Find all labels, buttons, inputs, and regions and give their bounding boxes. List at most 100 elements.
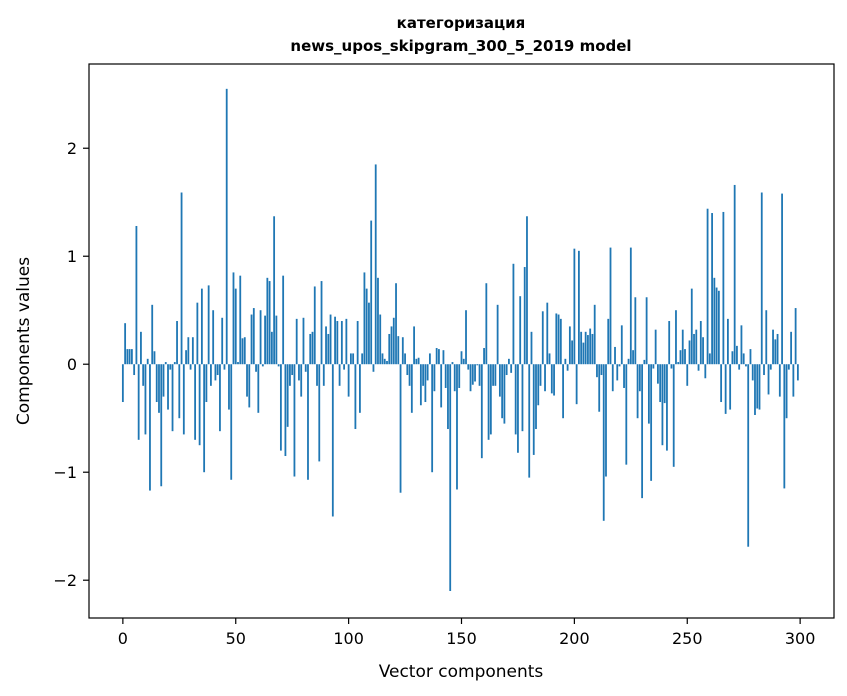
bar: [128, 349, 131, 365]
bar: [638, 364, 641, 392]
bar: [316, 364, 318, 386]
bar: [392, 317, 395, 365]
bar: [444, 364, 447, 388]
bar: [663, 364, 666, 404]
bar: [713, 277, 716, 365]
bar: [264, 315, 266, 365]
bar: [252, 308, 255, 365]
bar: [749, 349, 752, 365]
bar: [440, 364, 443, 408]
bar: [180, 192, 183, 365]
bar: [541, 311, 544, 365]
bar: [623, 364, 625, 388]
bar: [480, 364, 483, 459]
bar: [571, 340, 574, 365]
bar: [291, 364, 294, 376]
bar: [758, 364, 761, 410]
bar: [320, 281, 323, 365]
bar: [772, 329, 774, 365]
bar: [169, 364, 172, 370]
bar: [239, 275, 242, 365]
bar: [124, 323, 127, 365]
bar: [672, 364, 675, 467]
bar: [738, 364, 741, 370]
plot-area-frame: [88, 63, 835, 619]
bar: [769, 364, 772, 370]
bar: [365, 288, 368, 365]
bar: [200, 288, 203, 365]
bar: [778, 364, 781, 397]
bar: [760, 192, 763, 365]
bar: [754, 364, 756, 415]
bar: [433, 364, 436, 392]
bar: [185, 350, 187, 365]
bar: [356, 321, 359, 365]
bar: [352, 353, 355, 365]
x-tick-label: 150: [446, 629, 477, 648]
y-tick-label: 1: [67, 247, 77, 266]
bar: [647, 364, 650, 424]
bar: [528, 364, 531, 478]
bar: [374, 164, 377, 365]
bar: [322, 364, 325, 386]
bar: [293, 364, 296, 477]
bar: [535, 364, 537, 430]
bar: [388, 333, 391, 365]
bar: [774, 339, 777, 365]
bar: [325, 326, 327, 365]
bar: [726, 318, 729, 365]
bar: [171, 364, 174, 432]
bar: [395, 283, 397, 365]
bar: [684, 349, 686, 365]
bar: [304, 364, 307, 372]
bar: [474, 364, 476, 382]
bar: [681, 329, 684, 365]
bar: [555, 313, 558, 365]
bar: [614, 346, 616, 365]
y-tick-label: −1: [53, 463, 77, 482]
bar: [704, 364, 707, 379]
bar: [228, 364, 230, 410]
bar: [340, 321, 343, 365]
bar: [783, 364, 786, 489]
bar: [670, 364, 673, 369]
bar: [695, 329, 698, 365]
bar: [397, 336, 400, 365]
bar: [611, 364, 614, 392]
bar: [313, 286, 316, 365]
bar: [286, 364, 289, 427]
bar: [160, 364, 163, 487]
bar: [720, 364, 723, 403]
bar: [616, 364, 619, 381]
bar: [568, 326, 571, 365]
bar: [336, 321, 339, 365]
bar: [289, 364, 291, 386]
bar: [146, 358, 149, 365]
bar: [699, 321, 702, 365]
bar: [690, 288, 693, 365]
bar: [237, 362, 239, 365]
bar: [553, 364, 555, 396]
bar: [438, 349, 440, 365]
bar: [462, 358, 465, 365]
bar: [629, 247, 632, 365]
bar: [381, 353, 384, 365]
bar: [740, 325, 743, 365]
bar: [219, 364, 221, 432]
bar: [205, 364, 208, 403]
bar: [596, 364, 598, 378]
bar: [349, 353, 352, 365]
bar: [600, 364, 603, 376]
bar: [745, 364, 747, 367]
chart-title-line2: news_upos_skipgram_300_5_2019 model: [290, 37, 631, 55]
bar: [246, 364, 248, 397]
bar: [796, 364, 799, 381]
bar: [566, 364, 569, 371]
bar: [329, 314, 332, 365]
bar: [302, 317, 305, 365]
bar: [210, 364, 212, 386]
bar: [510, 364, 513, 373]
bar: [442, 350, 445, 365]
bar: [702, 337, 704, 365]
bar: [717, 290, 720, 365]
